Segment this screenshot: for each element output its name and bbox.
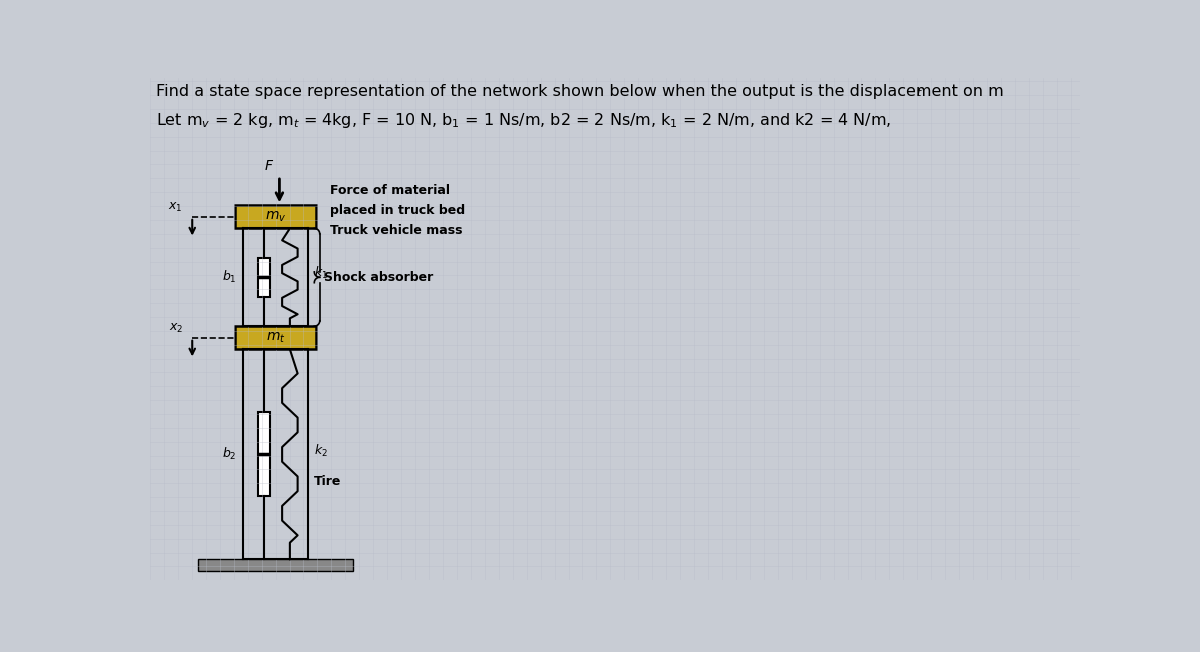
Text: $m_t$: $m_t$	[265, 331, 286, 345]
Text: $x_1$: $x_1$	[168, 201, 182, 214]
Text: $F$: $F$	[264, 159, 275, 173]
Text: $k_2$: $k_2$	[314, 443, 328, 458]
Bar	[258, 258, 270, 297]
Bar	[198, 559, 353, 571]
Text: $b_2$: $b_2$	[222, 447, 236, 462]
Bar	[235, 326, 317, 349]
Text: $_t$: $_t$	[916, 83, 923, 98]
Text: Force of material: Force of material	[330, 184, 450, 197]
Text: placed in truck bed: placed in truck bed	[330, 204, 466, 216]
Text: Let m$_v$ = 2 kg, m$_t$ = 4kg, F = 10 N, b$_1$ = 1 Ns/m, b2 = 2 Ns/m, k$_1$ = 2 : Let m$_v$ = 2 kg, m$_t$ = 4kg, F = 10 N,…	[156, 111, 892, 130]
Text: Find a state space representation of the network shown below when the output is : Find a state space representation of the…	[156, 83, 1004, 98]
Text: $b_1$: $b_1$	[222, 269, 236, 286]
Text: Tire: Tire	[314, 475, 342, 488]
Text: $k_1$: $k_1$	[314, 265, 329, 282]
Bar	[258, 412, 270, 496]
Text: Shock absorber: Shock absorber	[324, 271, 433, 284]
Text: $x_2$: $x_2$	[169, 321, 182, 334]
Text: Truck vehicle mass: Truck vehicle mass	[330, 224, 463, 237]
Text: $m_v$: $m_v$	[265, 210, 287, 224]
Bar	[235, 205, 317, 228]
